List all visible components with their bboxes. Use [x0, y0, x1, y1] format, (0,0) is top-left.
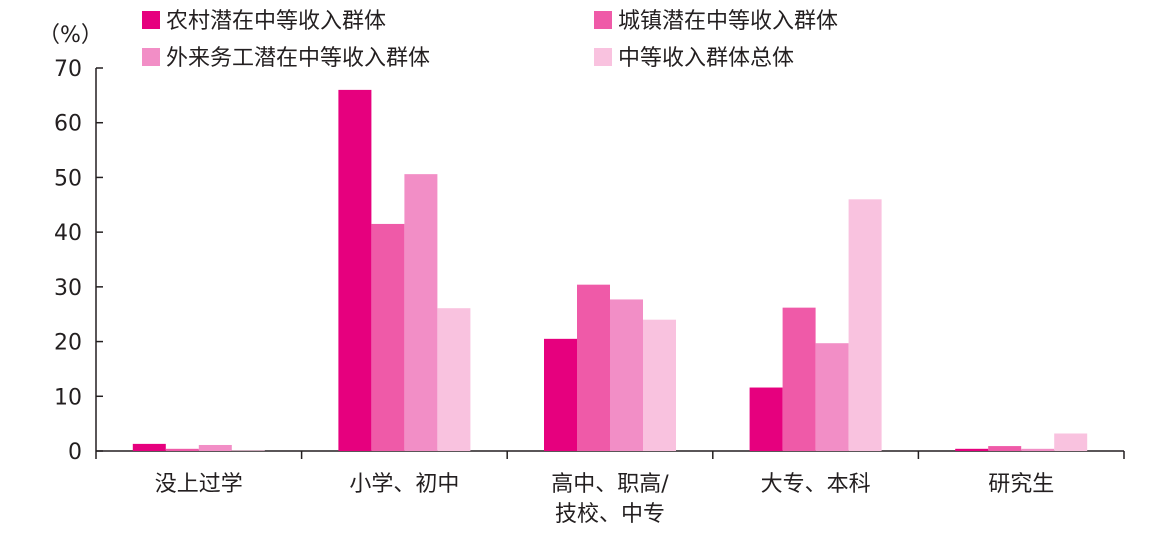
legend-swatch: [594, 48, 612, 66]
bar: [132, 443, 166, 451]
legend-item: 农村潜在中等收入群体: [142, 9, 386, 34]
x-category-label: 高中、职高/: [551, 472, 669, 497]
bar: [371, 223, 405, 451]
legend-item: 中等收入群体总体: [594, 46, 794, 71]
legend-label: 城镇潜在中等收入群体: [618, 9, 838, 34]
bar: [1054, 433, 1088, 451]
legend-swatch: [142, 48, 160, 66]
x-category-label: 大专、本科: [761, 472, 871, 497]
legend-item: 城镇潜在中等收入群体: [594, 9, 838, 34]
bar: [404, 174, 438, 451]
bar: [544, 338, 577, 451]
x-category-label: 小学、初中: [349, 472, 459, 497]
bar: [338, 89, 372, 451]
y-tick-label: 10: [54, 385, 82, 410]
legend-swatch: [142, 11, 160, 29]
legend-label: 农村潜在中等收入群体: [166, 9, 386, 34]
axes: 0 10 20 30 40 50 60 70: [54, 57, 1125, 465]
x-category-label: 没上过学: [155, 472, 243, 497]
legend-label: 中等收入群体总体: [618, 46, 794, 71]
bar: [437, 308, 471, 451]
bar: [782, 307, 816, 451]
bar: [643, 319, 676, 451]
x-axis-labels: 没上过学 小学、初中 高中、职高/技校、中专 大专、本科 研究生: [155, 472, 1054, 527]
y-axis-unit-label: （%）: [38, 23, 103, 48]
y-tick-label: 20: [54, 331, 82, 356]
bar: [577, 284, 610, 451]
legend-label: 外来务工潜在中等收入群体: [166, 46, 430, 71]
bar: [848, 199, 882, 451]
y-tick-label: 50: [54, 166, 82, 191]
legend-item: 外来务工潜在中等收入群体: [142, 46, 430, 71]
bar: [955, 448, 989, 451]
y-tick-label: 0: [68, 440, 82, 465]
x-category-label: 技校、中专: [555, 502, 665, 527]
y-tick-label: 70: [54, 57, 82, 82]
x-category-label: 研究生: [988, 472, 1054, 497]
bar: [165, 448, 199, 451]
bar: [749, 387, 783, 451]
y-tick-label: 30: [54, 276, 82, 301]
bar: [198, 444, 232, 451]
bars: [132, 89, 1088, 451]
bar: [231, 450, 265, 451]
bar: [1021, 448, 1055, 451]
bar: [815, 343, 849, 451]
bar: [988, 446, 1022, 451]
bar: [610, 299, 643, 451]
y-tick-label: 60: [54, 112, 82, 137]
y-tick-label: 40: [54, 221, 82, 246]
legend-swatch: [594, 11, 612, 29]
